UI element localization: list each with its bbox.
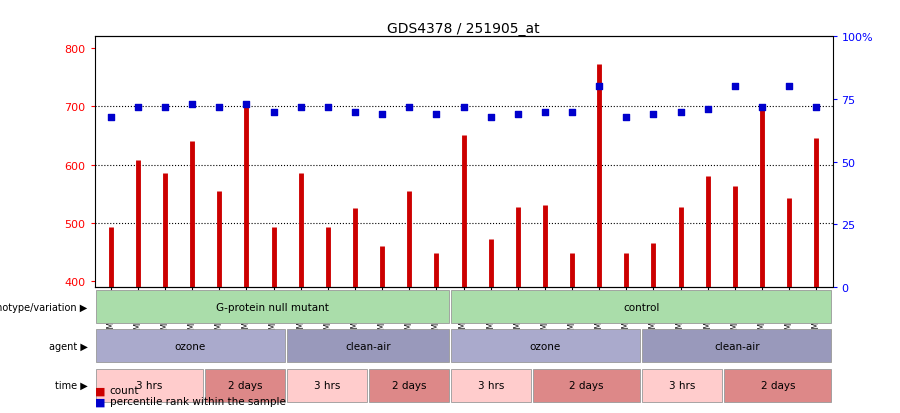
Text: ozone: ozone bbox=[175, 341, 206, 351]
Bar bbox=[369, 369, 449, 401]
Text: 3 hrs: 3 hrs bbox=[313, 380, 340, 390]
Point bbox=[619, 114, 634, 121]
Text: genotype/variation ▶: genotype/variation ▶ bbox=[0, 302, 87, 312]
Text: count: count bbox=[110, 385, 140, 395]
Point bbox=[266, 109, 281, 116]
Bar bbox=[287, 330, 449, 363]
Text: 3 hrs: 3 hrs bbox=[669, 380, 696, 390]
Point bbox=[646, 112, 661, 118]
Title: GDS4378 / 251905_at: GDS4378 / 251905_at bbox=[387, 22, 540, 36]
Text: 2 days: 2 days bbox=[228, 380, 262, 390]
Point bbox=[239, 102, 254, 108]
Bar bbox=[205, 369, 284, 401]
Point bbox=[592, 84, 607, 90]
Text: 3 hrs: 3 hrs bbox=[478, 380, 504, 390]
Bar bbox=[95, 369, 202, 401]
Text: ■: ■ bbox=[94, 396, 105, 406]
Text: 2 days: 2 days bbox=[392, 380, 426, 390]
Text: G-protein null mutant: G-protein null mutant bbox=[216, 302, 328, 312]
Bar bbox=[95, 291, 449, 323]
Text: clean-air: clean-air bbox=[345, 341, 391, 351]
Point bbox=[402, 104, 417, 111]
Text: agent ▶: agent ▶ bbox=[49, 341, 87, 351]
Point bbox=[375, 112, 390, 118]
Bar bbox=[95, 330, 284, 363]
Bar bbox=[451, 330, 640, 363]
Bar bbox=[287, 369, 366, 401]
Point bbox=[293, 104, 308, 111]
Point bbox=[158, 104, 172, 111]
Point bbox=[537, 109, 552, 116]
Point bbox=[456, 104, 471, 111]
Point bbox=[565, 109, 580, 116]
Point bbox=[809, 104, 824, 111]
Text: 3 hrs: 3 hrs bbox=[136, 380, 162, 390]
Text: clean-air: clean-air bbox=[714, 341, 760, 351]
Point bbox=[320, 104, 335, 111]
Text: control: control bbox=[623, 302, 660, 312]
Point bbox=[104, 114, 118, 121]
Text: time ▶: time ▶ bbox=[55, 380, 87, 390]
Bar bbox=[451, 369, 531, 401]
Point bbox=[700, 107, 715, 113]
Text: 2 days: 2 days bbox=[760, 380, 795, 390]
Bar bbox=[451, 291, 832, 323]
Point bbox=[782, 84, 796, 90]
Point bbox=[727, 84, 742, 90]
Bar bbox=[533, 369, 640, 401]
Text: ozone: ozone bbox=[530, 341, 561, 351]
Point bbox=[347, 109, 362, 116]
Text: percentile rank within the sample: percentile rank within the sample bbox=[110, 396, 285, 406]
Bar bbox=[724, 369, 832, 401]
Text: ■: ■ bbox=[94, 385, 105, 395]
Point bbox=[755, 104, 770, 111]
Point bbox=[130, 104, 145, 111]
Text: 2 days: 2 days bbox=[569, 380, 604, 390]
Point bbox=[185, 102, 200, 108]
Point bbox=[510, 112, 525, 118]
Bar bbox=[643, 369, 722, 401]
Point bbox=[673, 109, 688, 116]
Bar bbox=[643, 330, 832, 363]
Point bbox=[429, 112, 444, 118]
Point bbox=[212, 104, 227, 111]
Point bbox=[483, 114, 498, 121]
